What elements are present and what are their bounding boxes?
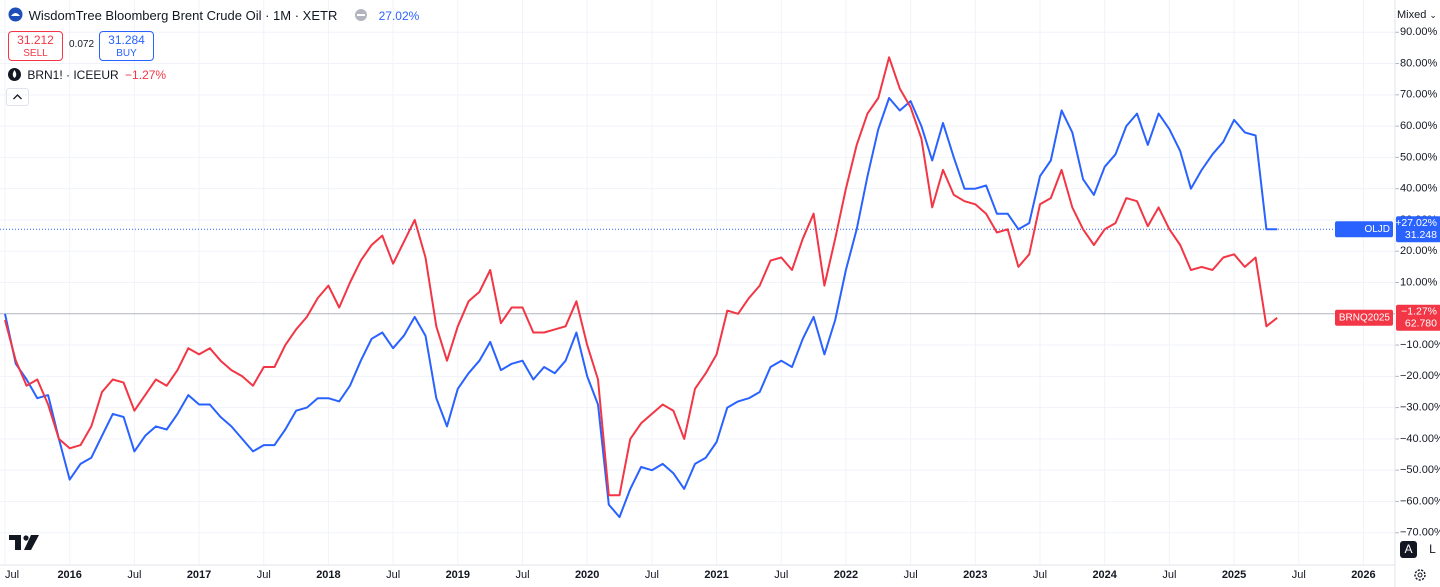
series-change: −1.27% [1401,306,1437,318]
symbol-row: WisdomTree Bloomberg Brent Crude Oil · 1… [8,7,419,23]
compare-row: BRN1! · ICEEUR −1.27% [8,68,166,82]
sell-button[interactable]: 31.212 SELL [8,31,63,61]
series-value-tag [1396,304,1440,331]
y-tick-label: −20.00% [1400,370,1440,382]
series-price: 62.780 [1405,318,1437,330]
y-tick-label: −60.00% [1400,495,1440,507]
y-tick-label: −50.00% [1400,464,1440,476]
series-line [4,97,1278,519]
series-name-tag [1335,221,1393,238]
settings-icon[interactable] [1412,567,1428,583]
visibility-icon[interactable] [353,9,369,21]
series-name-tag [1335,309,1393,326]
log-scale-button[interactable]: L [1429,542,1436,556]
symbol-title[interactable]: WisdomTree Bloomberg Brent Crude Oil · 1… [28,8,338,23]
x-tick-label: 2023 [963,569,987,581]
x-tick-label: Jul [386,569,400,581]
y-tick-label: 90.00% [1400,26,1438,38]
x-tick-label: 2019 [446,569,470,581]
auto-scale-button[interactable]: A [1400,541,1417,558]
buy-button[interactable]: 31.284 BUY [99,31,154,61]
series-name: OLJD [1364,224,1390,235]
series-name: BRNQ2025 [1339,312,1391,323]
x-tick-label: 2017 [187,569,211,581]
compare-icon [8,68,21,81]
x-tick-label: 2025 [1222,569,1246,581]
compare-symbol[interactable]: BRN1! · ICEEUR [27,68,119,82]
symbol-change: 27.02% [378,9,420,23]
buy-price: 31.284 [108,33,145,47]
y-tick-label: 20.00% [1400,245,1438,257]
y-tick-label: 50.00% [1400,151,1438,163]
x-tick-label: Jul [1292,569,1306,581]
y-tick-label: 40.00% [1400,183,1438,195]
series-price-tag: BRNQ2025 −1.27%62.780 [1335,304,1440,331]
scale-mode-label: Mixed [1397,9,1427,21]
buy-label: BUY [116,48,137,59]
x-tick-label: Jul [904,569,918,581]
series-value-tag [1396,216,1440,243]
y-tick-label: 80.00% [1400,57,1438,69]
x-tick-label: 2021 [704,569,728,581]
y-tick-label: −30.00% [1400,402,1440,414]
x-tick-label: 2024 [1092,569,1117,581]
spread: 0.072 [69,39,95,50]
symbol-icon [8,7,23,22]
x-tick-label: 2018 [316,569,340,581]
logo [9,535,39,550]
y-tick-label: 70.00% [1400,89,1438,101]
series-price-tag: OLJD +27.02%31.248 [1335,216,1440,243]
collapse-button[interactable] [6,88,29,106]
x-tick-label: 2020 [575,569,599,581]
y-tick-label: −40.00% [1400,433,1440,445]
x-tick-label: 2026 [1351,569,1375,581]
x-tick-label: Jul [774,569,788,581]
x-tick-label: 2016 [57,569,81,581]
scale-mode[interactable]: Mixed ⌄ [1397,9,1437,21]
x-tick-label: Jul [257,569,271,581]
x-tick-label: Jul [1033,569,1047,581]
y-tick-label: −10.00% [1400,339,1440,351]
y-tick-label: 60.00% [1400,120,1438,132]
x-tick-label: Jul [127,569,141,581]
x-tick-label: Jul [1162,569,1176,581]
series-change: +27.02% [1395,217,1437,229]
x-tick-label: Jul [5,569,19,581]
x-tick-label: Jul [515,569,529,581]
collapse-icon [13,94,22,100]
y-tick-label: −70.00% [1400,527,1440,539]
sell-price: 31.212 [17,33,54,47]
y-tick-label: 10.00% [1400,276,1438,288]
series-line [4,56,1278,497]
sell-label: SELL [23,48,48,59]
x-tick-label: 2022 [834,569,858,581]
compare-change: −1.27% [125,68,167,82]
series-price: 31.248 [1405,229,1437,241]
x-tick-label: Jul [645,569,659,581]
